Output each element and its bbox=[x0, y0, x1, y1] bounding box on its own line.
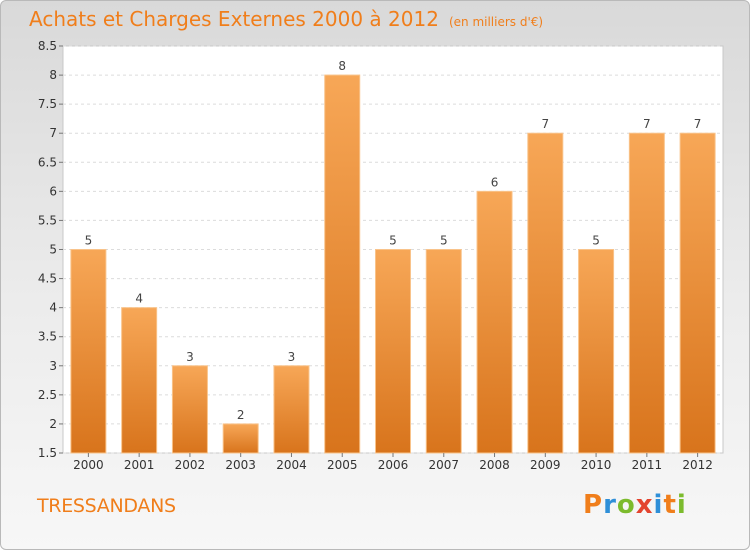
y-tick-label: 4 bbox=[49, 301, 57, 315]
y-tick-label: 2.5 bbox=[38, 388, 57, 402]
x-tick-label: 2009 bbox=[530, 458, 561, 472]
bar-value-label: 7 bbox=[541, 117, 549, 131]
y-tick-label: 8.5 bbox=[38, 39, 57, 53]
bar-2010 bbox=[578, 249, 615, 454]
x-tick-label: 2001 bbox=[124, 458, 155, 472]
x-tick-label: 2002 bbox=[175, 458, 206, 472]
bar-value-label: 6 bbox=[491, 175, 499, 189]
logo-letter: i bbox=[653, 490, 664, 520]
bars: 5 4 3 2 3 8 5 5 6 7 5 7 7 bbox=[70, 59, 716, 454]
bar-value-label: 2 bbox=[237, 408, 245, 422]
bar-value-label: 5 bbox=[85, 234, 93, 248]
bar-value-label: 5 bbox=[389, 234, 397, 248]
bar-value-label: 7 bbox=[694, 117, 702, 131]
logo-letter: i bbox=[676, 490, 687, 520]
x-tick-label: 2003 bbox=[225, 458, 256, 472]
logo-letter: r bbox=[603, 490, 617, 520]
chart-title: Achats et Charges Externes 2000 à 2012 (e… bbox=[29, 7, 543, 31]
bar-value-label: 3 bbox=[186, 350, 194, 364]
chart-subtitle: (en milliers d'€) bbox=[448, 15, 544, 29]
y-tick-label: 4.5 bbox=[38, 272, 57, 286]
y-tick-label: 5 bbox=[49, 243, 57, 257]
chart-title-text: Achats et Charges Externes 2000 à 2012 bbox=[29, 7, 439, 31]
logo-letter: x bbox=[635, 490, 654, 520]
bar-2001 bbox=[121, 307, 158, 454]
place-name: TRESSANDANS bbox=[37, 495, 176, 517]
y-tick-label: 1.5 bbox=[38, 446, 57, 460]
y-tick-label: 3.5 bbox=[38, 330, 57, 344]
y-tick-label: 8 bbox=[49, 68, 57, 82]
bar-2003 bbox=[222, 423, 259, 454]
bar-2002 bbox=[171, 365, 208, 454]
bar-value-label: 3 bbox=[288, 350, 296, 364]
bar-2009 bbox=[527, 132, 564, 454]
bar-2000 bbox=[70, 249, 107, 454]
x-axis: 2000 2001 2002 2003 2004 2005 2006 2007 2008 2009… bbox=[73, 453, 713, 472]
bar-2007 bbox=[425, 249, 462, 454]
x-tick-label: 2000 bbox=[73, 458, 104, 472]
logo-letter: P bbox=[583, 490, 604, 520]
x-tick-label: 2005 bbox=[327, 458, 358, 472]
y-tick-label: 6 bbox=[49, 184, 57, 198]
proxiti-logo[interactable]: Proxiti bbox=[583, 490, 687, 520]
bar-2008 bbox=[476, 190, 513, 454]
x-tick-label: 2006 bbox=[378, 458, 409, 472]
bar-value-label: 5 bbox=[592, 234, 600, 248]
y-tick-label: 7.5 bbox=[38, 97, 57, 111]
bar-2006 bbox=[375, 249, 411, 454]
x-tick-label: 2008 bbox=[479, 458, 510, 472]
y-tick-label: 3 bbox=[49, 359, 57, 373]
logo-letter: t bbox=[663, 490, 677, 520]
bar-2012 bbox=[679, 132, 716, 454]
bar-2004 bbox=[273, 365, 310, 454]
x-tick-label: 2010 bbox=[581, 458, 612, 472]
bar-value-label: 7 bbox=[643, 117, 651, 131]
bar-2005 bbox=[324, 74, 361, 454]
x-tick-label: 2011 bbox=[632, 458, 663, 472]
logo-letter: o bbox=[616, 490, 636, 520]
x-tick-label: 2004 bbox=[276, 458, 307, 472]
y-tick-label: 5.5 bbox=[38, 213, 57, 227]
bar-value-label: 5 bbox=[440, 234, 448, 248]
y-axis: 1.5 2 2.5 3 3.5 4 4.5 5 5.5 6 6.5 7 7.5 8 8.5 bbox=[38, 39, 63, 460]
bar-value-label: 8 bbox=[338, 59, 346, 73]
bar-2011 bbox=[628, 132, 665, 454]
x-tick-label: 2012 bbox=[682, 458, 713, 472]
y-tick-label: 7 bbox=[49, 126, 57, 140]
x-tick-label: 2007 bbox=[428, 458, 459, 472]
y-tick-label: 2 bbox=[49, 417, 57, 431]
y-tick-label: 6.5 bbox=[38, 155, 57, 169]
bar-value-label: 4 bbox=[135, 292, 143, 306]
